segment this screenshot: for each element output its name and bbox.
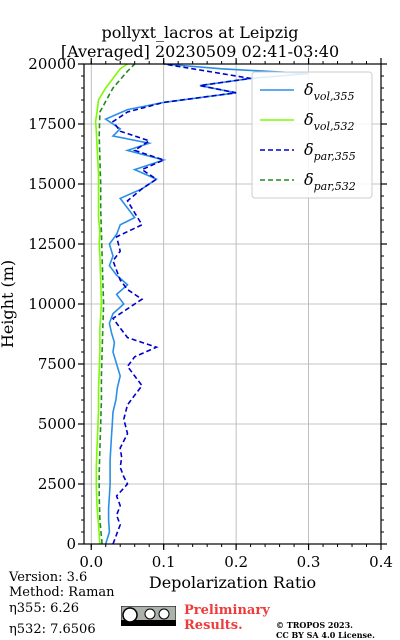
legend-box	[251, 71, 373, 199]
series-line-3	[111, 63, 251, 545]
y-tick-label-2: 5000	[38, 415, 76, 433]
eta355-label: η355: 6.26	[9, 601, 80, 616]
x-axis-label: Depolarization Ratio	[149, 573, 316, 592]
y-tick-label-6: 15000	[28, 175, 76, 193]
x-tick-label-0: 0.0	[79, 553, 103, 571]
chart-subtitle: [Averaged] 20230509 02:41-03:40	[60, 42, 340, 61]
y-tick-label-0: 0	[66, 535, 76, 553]
y-axis-label: Height (m)	[0, 260, 17, 348]
y-tick-label-4: 10000	[28, 295, 76, 313]
series-line-2	[94, 63, 128, 545]
x-tick-label-3: 0.3	[297, 553, 321, 571]
series-line-4	[98, 63, 136, 545]
copyright-line-2: CC BY SA 4.0 License.	[276, 630, 375, 640]
y-tick-label-3: 7500	[38, 355, 76, 373]
y-tick-label-8: 20000	[28, 55, 76, 73]
legend-label-4: δpar,532	[304, 170, 356, 193]
y-tick-label-1: 2500	[38, 475, 76, 493]
results-text: Results.	[184, 618, 243, 633]
method-label: Method: Raman	[9, 585, 115, 600]
legend-label-2: δvol,532	[304, 110, 355, 133]
x-tick-label-4: 0.4	[369, 553, 393, 571]
x-tick-label-2: 0.2	[224, 553, 248, 571]
y-tick-label-7: 17500	[28, 115, 76, 133]
preliminary-text: Preliminary	[184, 603, 270, 618]
x-tick-label-1: 0.1	[152, 553, 176, 571]
copyright-line-1: © TROPOS 2023.	[276, 620, 353, 630]
series-line-1	[104, 63, 309, 545]
legend-label-1: δvol,355	[304, 80, 355, 103]
version-label: Version: 3.6	[9, 570, 88, 585]
cc-by-sa-logo	[121, 606, 176, 626]
legend-label-3: δpar,355	[304, 140, 356, 163]
chart-title: pollyxt_lacros at Leipzig	[101, 23, 299, 42]
eta532-label: η532: 7.6506	[9, 622, 96, 637]
y-tick-label-5: 12500	[28, 235, 76, 253]
